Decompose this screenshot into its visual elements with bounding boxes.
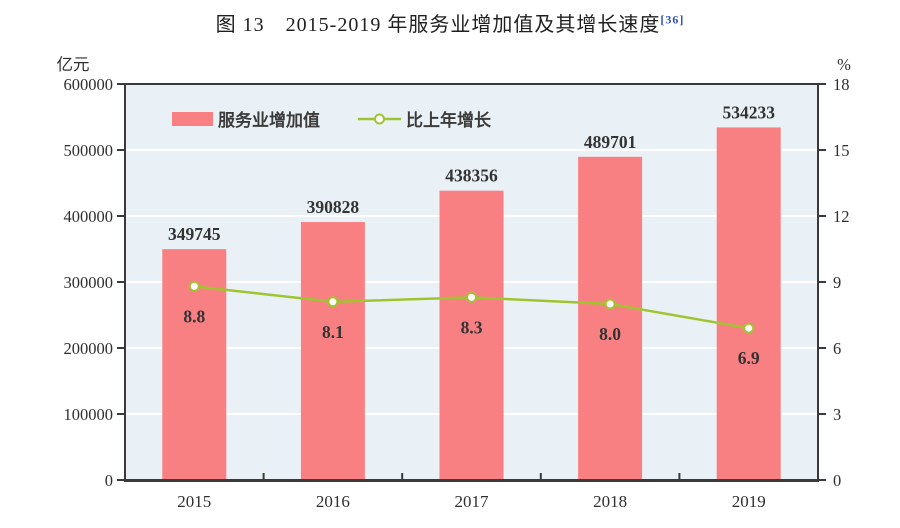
right-axis-label: 18 bbox=[833, 75, 850, 94]
right-axis-label: 9 bbox=[833, 273, 841, 292]
line-marker-2018 bbox=[604, 298, 616, 310]
line-value-label: 8.1 bbox=[322, 322, 344, 342]
line-marker-2016 bbox=[327, 296, 339, 308]
x-category-label: 2016 bbox=[316, 492, 350, 511]
line-value-label: 8.3 bbox=[461, 317, 483, 337]
bar-2019 bbox=[716, 127, 781, 480]
right-axis-label: 12 bbox=[833, 207, 850, 226]
bar-value-label: 349745 bbox=[168, 224, 221, 244]
left-axis-unit: 亿元 bbox=[57, 55, 90, 74]
bar-2017 bbox=[439, 190, 504, 480]
bar-value-label: 534233 bbox=[722, 102, 775, 122]
x-category-label: 2015 bbox=[177, 492, 211, 511]
left-axis-label: 400000 bbox=[64, 207, 114, 226]
bar-2016 bbox=[300, 222, 365, 480]
line-marker-2017 bbox=[466, 291, 477, 303]
line-value-label: 8.8 bbox=[183, 306, 205, 326]
figure-title: 图 13 2015-2019 年服务业增加值及其增长速度[36] bbox=[0, 8, 900, 37]
line-value-label: 6.9 bbox=[738, 348, 760, 368]
legend-bar-label: 服务业增加值 bbox=[218, 110, 320, 130]
x-category-label: 2019 bbox=[732, 492, 766, 511]
footnote-ref-icon[interactable]: [36] bbox=[660, 12, 685, 27]
line-marker-2019 bbox=[743, 322, 755, 334]
bar-2018 bbox=[578, 156, 643, 480]
line-marker-2015 bbox=[188, 280, 200, 292]
legend-bar-swatch bbox=[172, 112, 213, 126]
left-axis-label: 300000 bbox=[64, 273, 114, 292]
figure-title-text: 图 13 2015-2019 年服务业增加值及其增长速度 bbox=[215, 14, 661, 36]
legend-line-label: 比上年增长 bbox=[406, 110, 492, 130]
right-axis-label: 15 bbox=[833, 141, 850, 160]
x-category-label: 2017 bbox=[455, 492, 490, 511]
right-axis-label: 3 bbox=[833, 405, 841, 424]
left-axis-label: 600000 bbox=[64, 75, 114, 94]
bar-value-label: 390828 bbox=[307, 197, 360, 217]
x-category-label: 2018 bbox=[593, 492, 627, 511]
right-axis-label: 0 bbox=[833, 471, 841, 490]
left-axis-label: 0 bbox=[105, 471, 113, 490]
right-axis-label: 6 bbox=[833, 339, 841, 358]
legend-line-marker-icon bbox=[374, 113, 385, 125]
bar-value-label: 438356 bbox=[445, 166, 498, 186]
left-axis-label: 500000 bbox=[64, 141, 114, 160]
left-axis-label: 200000 bbox=[64, 339, 114, 358]
line-value-label: 8.0 bbox=[599, 324, 621, 344]
left-axis-label: 100000 bbox=[64, 405, 114, 424]
bar-value-label: 489701 bbox=[584, 132, 637, 152]
right-axis-unit: % bbox=[837, 55, 851, 74]
